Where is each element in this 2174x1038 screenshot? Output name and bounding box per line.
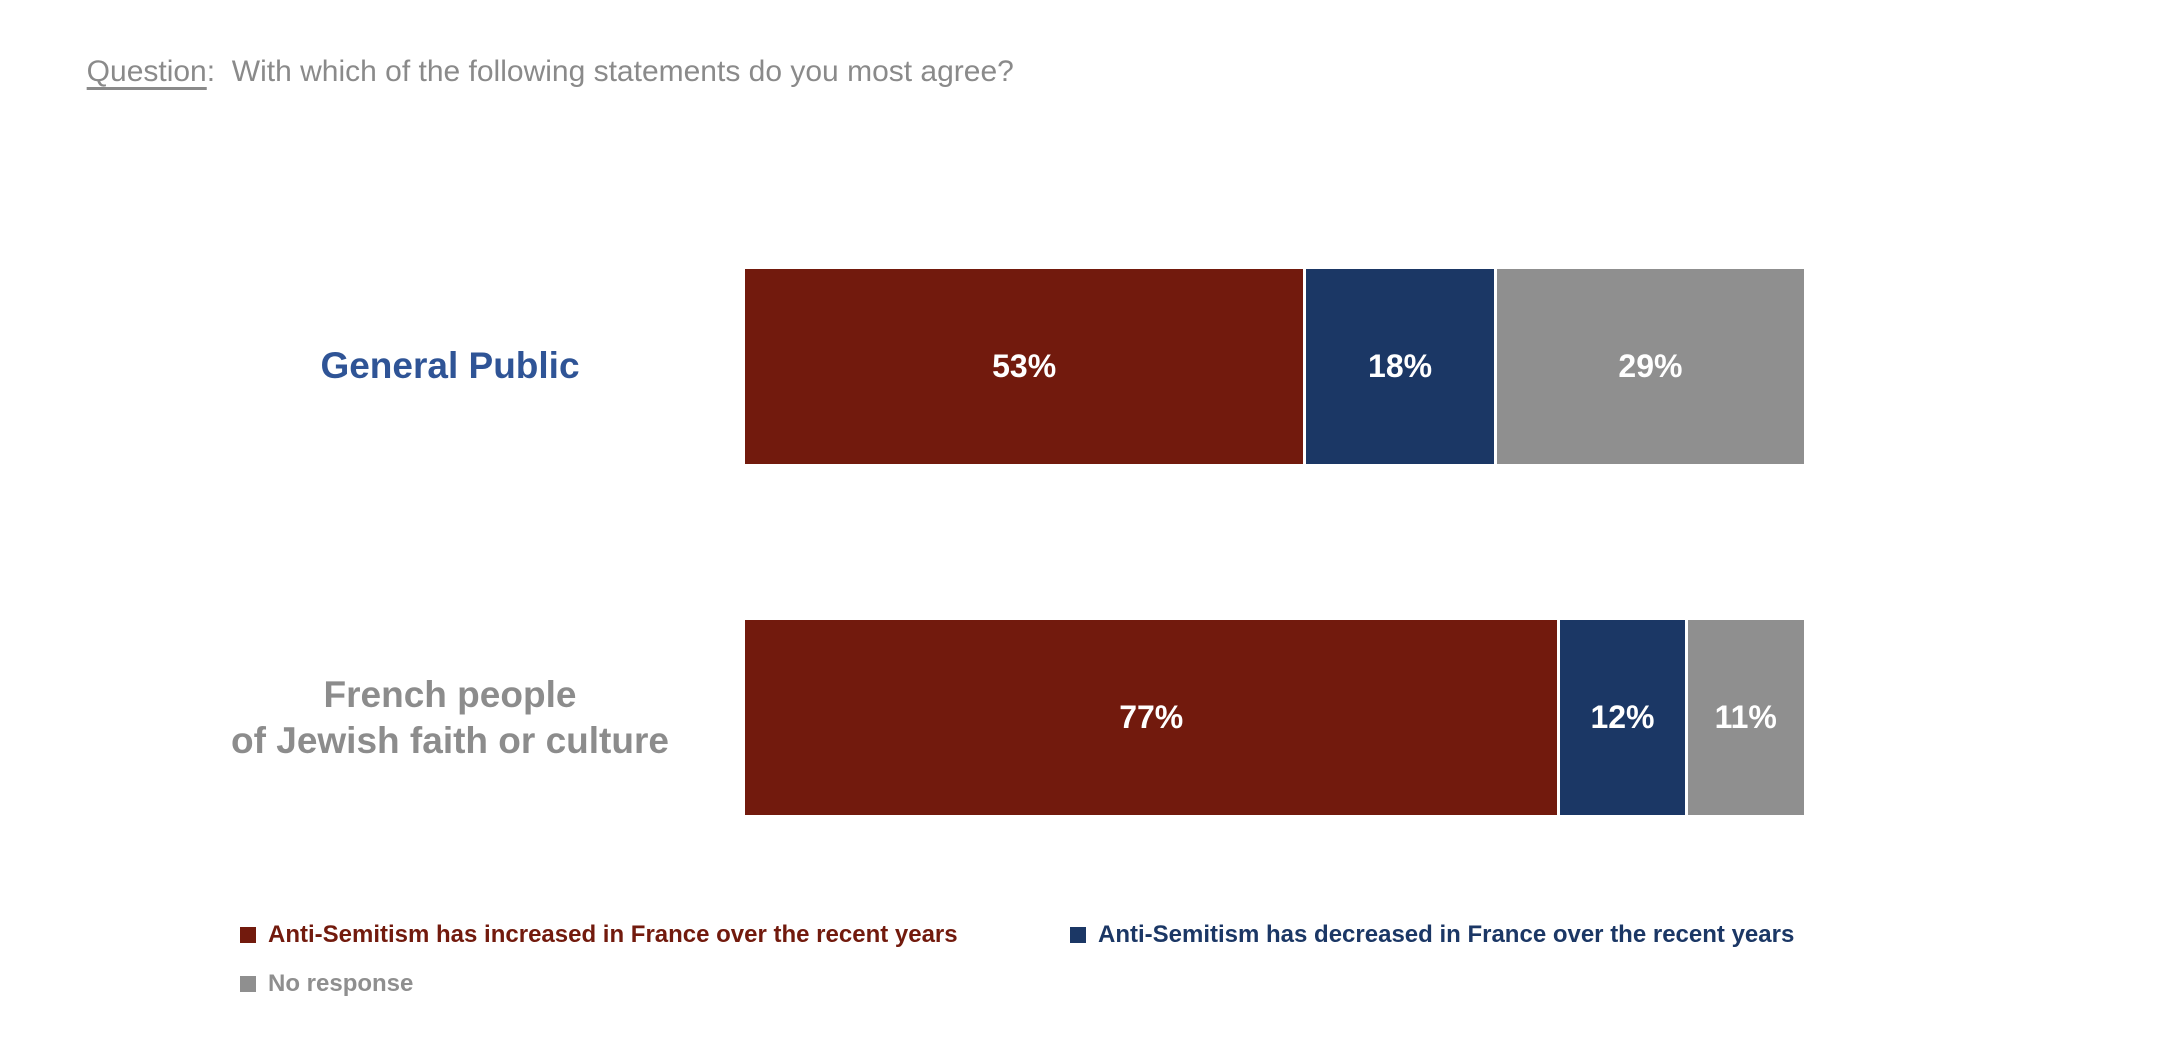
legend-swatch-increased: [240, 927, 256, 943]
bar-row-general-public: 53% 18% 29%: [745, 269, 1804, 464]
category-label-line: General Public: [320, 345, 580, 386]
segment-value-label: 53%: [992, 348, 1057, 384]
category-label-line: French people: [323, 674, 577, 715]
legend-item-no-response: No response: [240, 969, 413, 999]
segment-value-label: 77%: [1119, 699, 1184, 735]
segment-value-label: 11%: [1714, 699, 1777, 735]
legend-swatch-no-response: [240, 976, 256, 992]
segment-value-label: 18%: [1368, 348, 1433, 384]
bar-segment-no-response: 29%: [1496, 269, 1804, 464]
question-text: With which of the following statements d…: [231, 55, 1014, 88]
legend-label-no-response: No response: [268, 970, 414, 997]
bar-row-french-jewish: 77% 12% 11%: [745, 620, 1804, 815]
legend-item-increased: Anti-Semitism has increased in France ov…: [240, 920, 958, 950]
question-label: Question: [86, 55, 207, 88]
bar-segment-no-response: 11%: [1687, 620, 1804, 815]
legend-item-decreased: Anti-Semitism has decreased in France ov…: [1070, 920, 1822, 950]
legend-label-increased: Anti-Semitism has increased in France ov…: [268, 921, 958, 948]
legend-label-decreased: Anti-Semitism has decreased in France ov…: [1098, 921, 1795, 948]
bar-segment-decreased: 18%: [1306, 269, 1497, 464]
page-title: Question: With which of the following st…: [70, 12, 1014, 92]
category-label-general-public: General Public: [150, 343, 750, 389]
bar-segment-increased: 77%: [745, 620, 1561, 815]
bar-segment-decreased: 12%: [1560, 620, 1688, 815]
bar-segment-increased: 53%: [745, 269, 1307, 464]
legend-swatch-decreased: [1070, 927, 1086, 943]
segment-value-label: 12%: [1590, 699, 1655, 735]
category-label-french-jewish: French people of Jewish faith or culture: [150, 672, 750, 764]
question-separator: :: [206, 55, 232, 88]
category-label-line: of Jewish faith or culture: [231, 720, 669, 761]
segment-value-label: 29%: [1618, 348, 1683, 384]
